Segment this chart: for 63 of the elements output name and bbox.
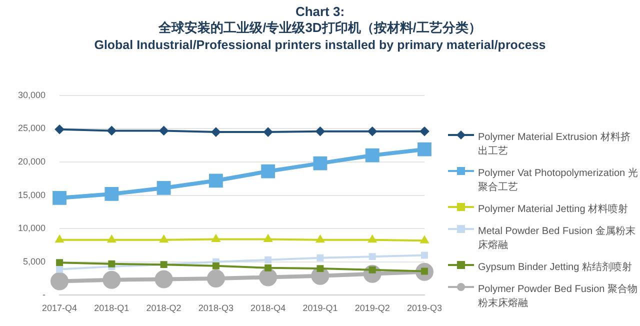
x-tick-label: 2018-Q1	[94, 303, 130, 314]
point	[420, 236, 429, 244]
point	[211, 128, 220, 137]
y-tick-label: 25,000	[18, 123, 46, 134]
point	[368, 235, 376, 243]
y-tick-label: 30,000	[18, 90, 46, 100]
y-tick-label: 20,000	[18, 156, 46, 166]
point	[56, 266, 63, 273]
point	[264, 234, 272, 242]
point	[107, 126, 116, 136]
point	[316, 254, 324, 262]
point	[420, 126, 429, 136]
point	[206, 270, 225, 288]
point	[108, 235, 116, 243]
point	[259, 268, 278, 286]
point	[365, 148, 380, 162]
point	[421, 252, 428, 259]
x-tick-label: 2019-Q3	[406, 303, 442, 314]
x-tick-label: 2019-Q1	[302, 303, 338, 314]
point	[313, 156, 328, 170]
chart-subtitle: Global Industrial/Professional printers installed by primary material/process	[93, 38, 547, 52]
point	[368, 266, 376, 274]
legend-label: Polymer Vat Photopolymerization 光聚合工艺	[478, 166, 638, 194]
point	[368, 126, 377, 136]
point	[160, 235, 168, 243]
y-tick-label: -	[42, 290, 46, 300]
y-tick-label: 15,000	[18, 190, 46, 200]
point	[368, 253, 376, 260]
point	[108, 260, 116, 268]
point	[261, 164, 276, 178]
legend-label: Polymer Powder Bed Fusion 聚合物粉末床熔融	[478, 283, 638, 310]
point	[212, 234, 220, 242]
point	[156, 181, 171, 195]
x-tick-label: 2018-Q2	[146, 303, 182, 314]
x-tick-label: 2018-Q4	[250, 303, 286, 314]
y-tick-label: 10,000	[18, 223, 46, 234]
point	[316, 265, 324, 272]
point	[418, 142, 432, 156]
point	[52, 191, 66, 205]
point	[104, 187, 119, 201]
point	[102, 270, 121, 289]
x-tick-label: 2018-Q3	[198, 303, 234, 314]
point	[264, 264, 272, 272]
point	[264, 256, 272, 264]
point	[316, 126, 325, 136]
point	[55, 124, 64, 134]
point	[264, 128, 273, 137]
point	[316, 235, 324, 243]
x-tick-label: 2019-Q2	[354, 303, 390, 314]
legend-label: Polymer Material Extrusion 材料挤出工艺	[478, 130, 632, 158]
point	[55, 235, 64, 243]
x-tick-label: 2017-Q4	[42, 303, 78, 314]
y-tick-label: 5,000	[22, 256, 46, 266]
chart-title: Chart 3: 全球安装的工业级/专业级3D打印机（按材料/工艺分类）	[158, 4, 482, 36]
point	[50, 272, 69, 290]
legend-label: Metal Powder Bed Fusion 金属粉末床熔融	[478, 224, 636, 252]
point	[159, 126, 168, 136]
legend-label: Gypsum Binder Jetting 粘结剂喷射	[478, 260, 632, 274]
point	[56, 259, 63, 266]
point	[212, 262, 220, 270]
legend-label: Polymer Material Jetting 材料喷射	[478, 202, 628, 216]
point	[154, 270, 173, 288]
point	[208, 174, 223, 188]
